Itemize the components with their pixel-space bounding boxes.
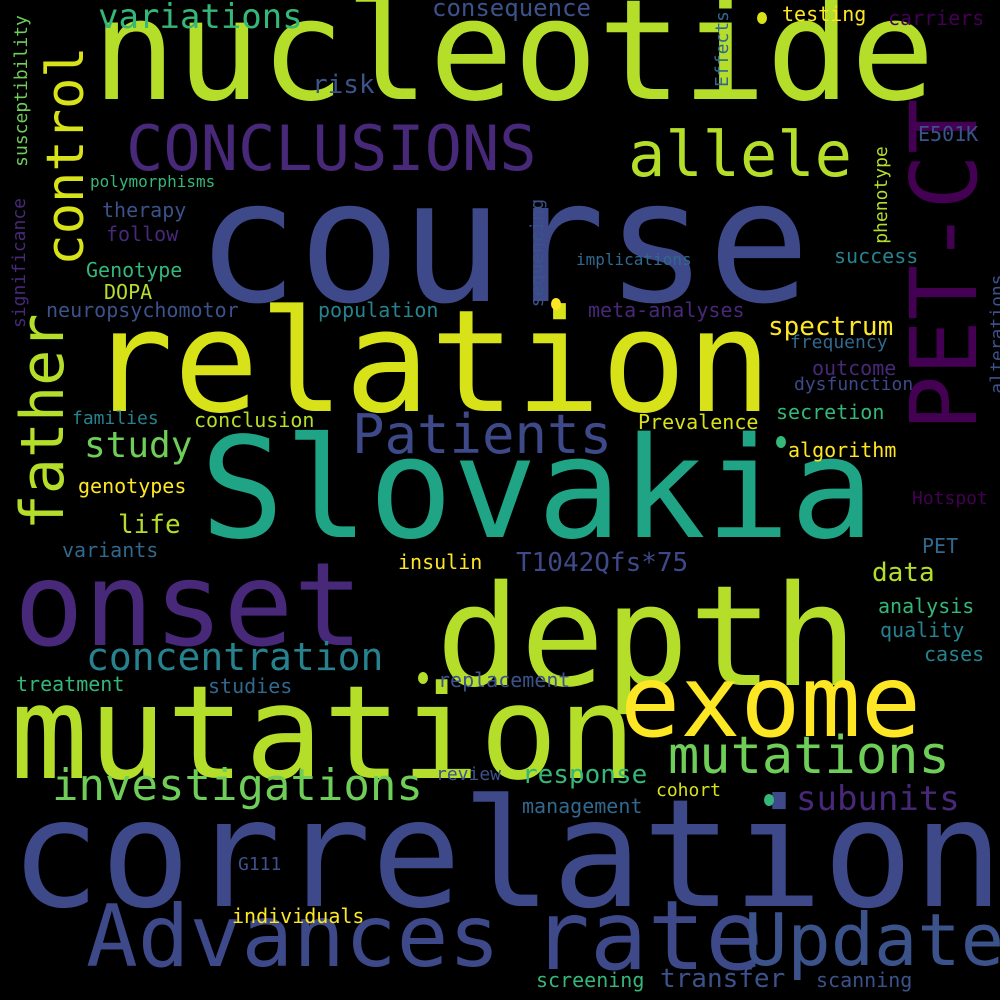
word-correlation: correlation bbox=[10, 768, 1000, 942]
word-investigations: investigations bbox=[52, 760, 423, 811]
word-update: Update bbox=[744, 898, 1000, 982]
word-genotypes: genotypes bbox=[78, 474, 187, 498]
word-dopa: DOPA bbox=[104, 280, 153, 304]
word-response: response bbox=[522, 760, 648, 790]
word-review: review bbox=[436, 764, 502, 785]
word-cohort: cohort bbox=[656, 780, 722, 801]
word-effects: Effects bbox=[712, 11, 733, 87]
word-implications: implications bbox=[576, 250, 692, 269]
word-course: course bbox=[196, 144, 811, 342]
word-pet: PET bbox=[922, 534, 959, 558]
word-carriers: carriers bbox=[888, 6, 985, 30]
word-management: management bbox=[522, 794, 643, 818]
word-transfer: transfer bbox=[660, 964, 786, 994]
word-study: study bbox=[84, 425, 193, 466]
word-scanning: scanning bbox=[816, 968, 913, 992]
word-g111: G111 bbox=[238, 854, 282, 875]
word-hotspot: Hotspot bbox=[912, 488, 988, 509]
word-mutations: mutations bbox=[668, 726, 950, 786]
word-phenotype: phenotype bbox=[871, 146, 892, 244]
word-life: life bbox=[118, 510, 181, 540]
word-t1042qfs: T1042Qfs*75 bbox=[516, 548, 689, 578]
word-follow: follow bbox=[106, 222, 179, 246]
word-consequence: consequence bbox=[432, 0, 591, 22]
word-population: population bbox=[318, 298, 439, 322]
word-prevalence: Prevalence bbox=[638, 410, 759, 434]
word-dysfunction: dysfunction bbox=[794, 374, 914, 395]
word-relation: relation bbox=[88, 280, 772, 445]
word-susceptibility: susceptibility bbox=[11, 15, 32, 167]
word-mutation: mutation bbox=[10, 657, 637, 809]
dot-1 bbox=[757, 12, 767, 24]
word-cases: cases bbox=[924, 642, 985, 666]
word-patients: Patients bbox=[352, 403, 613, 466]
word-conclusion: conclusion bbox=[194, 408, 315, 432]
word-secretion: secretion bbox=[776, 400, 885, 424]
word-families: families bbox=[72, 408, 159, 429]
word-alterations: alterations bbox=[987, 274, 1000, 394]
word-advances: Advances bbox=[86, 887, 501, 987]
word-spectrum: spectrum bbox=[768, 312, 894, 342]
word-quality: quality bbox=[880, 618, 965, 642]
word-insulin: insulin bbox=[398, 550, 483, 574]
word-sequencing: sequencing bbox=[527, 198, 548, 308]
word-treatment: treatment bbox=[16, 672, 125, 696]
word-allele: allele bbox=[628, 118, 852, 191]
word-slovakia: Slovakia bbox=[200, 408, 875, 571]
word-exome: exome bbox=[620, 643, 922, 760]
word-control: control bbox=[36, 46, 96, 266]
word-polymorphisms: polymorphisms bbox=[90, 172, 216, 191]
dot-2 bbox=[551, 298, 561, 310]
word-depth: depth bbox=[436, 556, 858, 719]
word-variations: variations bbox=[98, 0, 303, 37]
word-algorithm: algorithm bbox=[788, 438, 897, 462]
word-studies: studies bbox=[208, 674, 293, 698]
word-data: data bbox=[872, 558, 935, 588]
word-e501k: E501K bbox=[918, 122, 979, 146]
word-concentration: concentration bbox=[86, 635, 384, 679]
word-significance: significance bbox=[9, 197, 30, 329]
dot-5 bbox=[764, 794, 774, 806]
word-variants: variants bbox=[62, 538, 159, 562]
word-subunits: subunits bbox=[796, 779, 960, 819]
word-risk: risk bbox=[312, 70, 375, 100]
dot-4 bbox=[418, 672, 428, 684]
word-testing: testing bbox=[782, 2, 867, 26]
word-father: father bbox=[8, 313, 78, 531]
word-analysis: analysis bbox=[878, 594, 975, 618]
word-replacement: replacement bbox=[438, 668, 571, 692]
word-meta-analyses: meta-analyses bbox=[588, 298, 745, 322]
word-conclusions: CONCLUSIONS bbox=[126, 112, 537, 185]
dot-3 bbox=[776, 436, 786, 448]
word-neuropsychomotor: neuropsychomotor bbox=[46, 298, 239, 322]
word-therapy: therapy bbox=[102, 198, 187, 222]
word-onset: onset bbox=[14, 538, 364, 673]
word-rate: rate bbox=[532, 880, 764, 992]
word-nucleotide: nucleotide bbox=[92, 0, 935, 133]
word-genotype: Genotype bbox=[86, 258, 183, 282]
word-success: success bbox=[834, 244, 919, 268]
word-screening: screening bbox=[536, 968, 645, 992]
word-outcome: outcome bbox=[812, 356, 897, 380]
word-individuals: individuals bbox=[232, 904, 365, 928]
word-frequency: frequency bbox=[790, 332, 888, 353]
